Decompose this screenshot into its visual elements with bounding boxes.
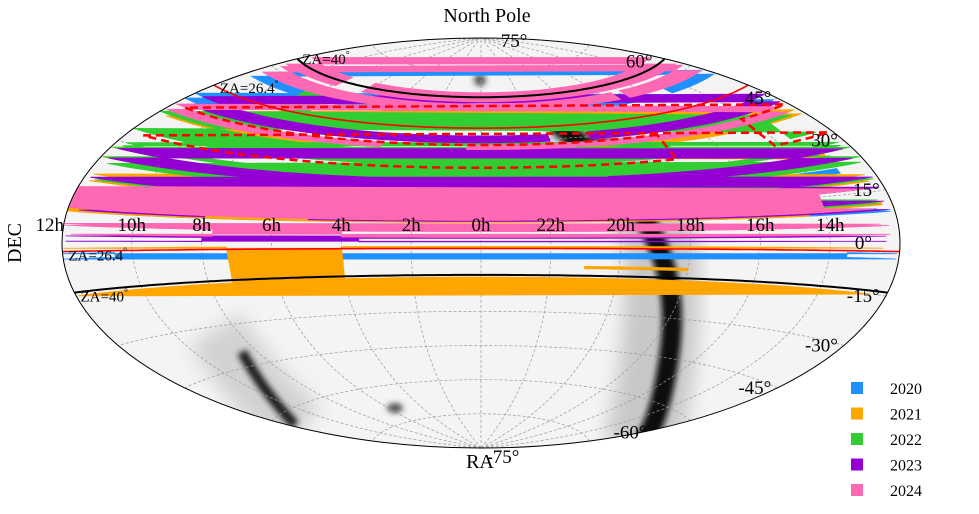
- legend-swatch-2024: [851, 484, 863, 496]
- scan-strip-2023: [65, 235, 887, 243]
- ra-tick-label: 8h: [192, 215, 212, 236]
- dec-tick-label: -75°: [486, 447, 519, 468]
- ra-tick-label: 18h: [676, 215, 705, 236]
- ra-gridline: [271, 37, 482, 449]
- ra-tick-labels: 10h 8h 6h 4h 2h 0h 22h 20h 18h 16h 14h 12h: [36, 215, 845, 236]
- dec-tick-label: 45°: [745, 88, 772, 109]
- ra-gridline: [480, 37, 691, 449]
- dashed-region: [142, 103, 830, 170]
- za-label: ZA=40°: [81, 288, 128, 306]
- cloud-blob: [387, 403, 403, 413]
- za-limit-line: [62, 247, 900, 253]
- y-axis-label: DEC: [4, 223, 26, 263]
- milky-way-core-south: [237, 349, 299, 429]
- sky-outline: [61, 37, 901, 449]
- scan-strip-2021: [583, 265, 689, 272]
- dec-tick-labels: 75° 60° 45° 30° 15° 0° -15° -30° -45° -60° -75°: [486, 31, 879, 468]
- legend: 2020 2021 2022 2023 2024: [851, 381, 922, 500]
- ra-tick-label: 20h: [606, 215, 635, 236]
- za-limit-line: [296, 57, 666, 99]
- ra-tick-label: 12h: [36, 215, 65, 236]
- za-label: ZA=40°: [302, 50, 349, 68]
- x-axis-label: RA: [466, 451, 494, 473]
- legend-swatch-2022: [851, 433, 863, 445]
- legend-label: 2023: [890, 458, 922, 475]
- legend-label: 2021: [890, 407, 922, 424]
- dashed-regions: [142, 103, 830, 170]
- scan-strip-2023: [187, 93, 781, 144]
- dec-tick-label: 60°: [626, 52, 653, 73]
- scan-strip-2024: [261, 64, 703, 112]
- scan-strip-2024: [67, 186, 875, 221]
- dec-tick-label: 15°: [853, 180, 880, 201]
- dec-tick-label: -30°: [805, 336, 838, 357]
- scan-strips: [62, 57, 897, 297]
- legend-swatch-2021: [851, 407, 863, 420]
- dec-tick-label: -45°: [738, 378, 771, 399]
- ra-gridline: [201, 37, 482, 449]
- ra-tick-label: 6h: [262, 215, 282, 236]
- dec-gridline: [372, 413, 590, 442]
- za-label: ZA=26.4°: [220, 79, 279, 97]
- dec-tick-label: 75°: [501, 31, 528, 52]
- ra-tick-label: 16h: [746, 215, 775, 236]
- scan-strip-2024: [63, 222, 882, 233]
- ra-tick-label: 0h: [472, 215, 492, 236]
- legend-label: 2020: [890, 381, 922, 398]
- za-label: ZA=26.4°: [68, 247, 127, 265]
- dec-tick-label: -60°: [614, 423, 647, 444]
- dec-tick-label: 0°: [855, 233, 872, 254]
- legend-label: 2022: [890, 432, 922, 449]
- ra-tick-label: 10h: [118, 215, 147, 236]
- ra-tick-label: 22h: [537, 215, 566, 236]
- zenith-angle-limits: [62, 57, 900, 294]
- ra-tick-label: 4h: [332, 215, 352, 236]
- cloud-blob: [474, 74, 486, 86]
- chart-title: North Pole: [443, 5, 530, 27]
- ra-gridline: [480, 37, 761, 449]
- scan-strip-2020: [62, 252, 897, 260]
- za-labels: ZA=40° ZA=40° ZA=26.4° ZA=26.4°: [68, 50, 349, 306]
- legend-swatch-2020: [851, 382, 863, 394]
- za-limit-line: [213, 84, 749, 129]
- dec-tick-label: -15°: [847, 286, 880, 307]
- legend-label: 2024: [890, 483, 922, 500]
- ra-tick-label: 14h: [816, 215, 845, 236]
- scan-strip-2021: [63, 245, 884, 297]
- dec-tick-label: 30°: [811, 131, 838, 152]
- ra-tick-label: 2h: [402, 215, 422, 236]
- za-limit-line: [74, 273, 888, 294]
- legend-swatch-2023: [851, 458, 863, 471]
